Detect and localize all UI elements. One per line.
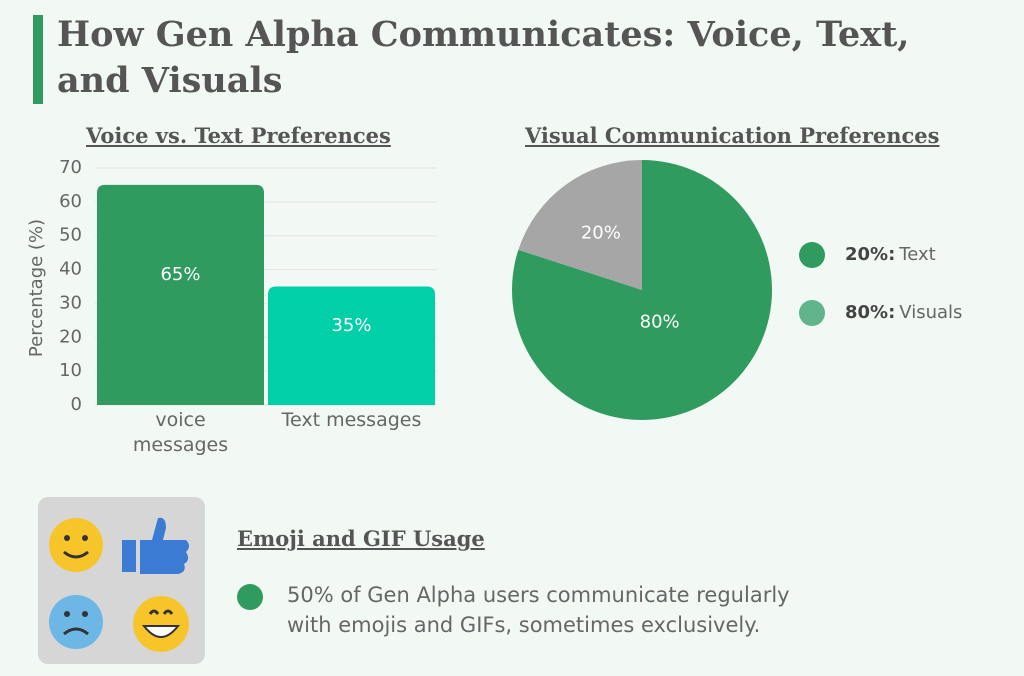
legend-marker [799, 300, 825, 326]
y-tick-label: 40 [59, 259, 82, 280]
y-tick-label: 70 [59, 157, 82, 178]
legend-value: 20%: [845, 244, 895, 265]
section-text: with emojis and GIFs, sometimes exclusiv… [287, 613, 761, 637]
y-tick-label: 20 [59, 326, 82, 347]
legend-value: 80%: [845, 302, 895, 323]
chart-title: Voice vs. Text Preferences [86, 123, 391, 148]
emoji-grin [133, 596, 189, 652]
value-label: 80% [640, 311, 680, 332]
page-title: How Gen Alpha Communicates: Voice, Text,… [57, 14, 910, 101]
pie-slice [512, 160, 773, 421]
legend-label: 80%: Visuals [845, 302, 962, 323]
y-tick-label: 50 [59, 225, 82, 246]
legend-text: Text [898, 244, 935, 265]
value-label: 35% [331, 315, 371, 336]
value-label: 20% [581, 222, 621, 243]
y-tick-label: 30 [59, 292, 82, 313]
y-axis-label: Percentage (%) [26, 219, 47, 357]
title-accent [33, 15, 43, 104]
x-tick-label: voice messages [132, 409, 229, 456]
pie-slice [518, 160, 642, 290]
emoji-thumbs-up [122, 517, 189, 574]
section-heading: Emoji and GIF Usage [237, 526, 485, 551]
y-tick-label: 60 [59, 191, 82, 212]
legend-label: 20%: Text [845, 244, 936, 265]
y-tick-label: 10 [59, 360, 82, 381]
y-tick-label: 0 [71, 394, 82, 415]
emoji-smile [49, 518, 103, 572]
chart-title: Visual Communication Preferences [525, 123, 940, 148]
bar [97, 184, 264, 405]
emoji-sad [49, 595, 103, 649]
section-text: 50% of Gen Alpha users communicate regul… [287, 583, 790, 607]
bar [268, 286, 435, 405]
value-label: 65% [160, 264, 200, 285]
x-tick-label: Text messages [281, 409, 422, 431]
bullet [237, 584, 263, 610]
legend-marker [799, 242, 825, 268]
legend-text: Visuals [899, 302, 962, 323]
